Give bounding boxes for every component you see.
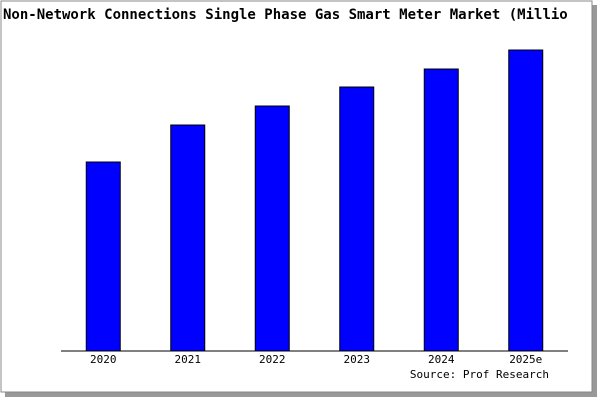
x-tick-label: 2021: [175, 353, 202, 366]
bar: [254, 105, 290, 352]
bar: [85, 161, 121, 352]
bar: [423, 68, 459, 352]
bar: [339, 86, 375, 352]
x-tick-label: 2022: [259, 353, 286, 366]
x-tick-label: 2024: [428, 353, 455, 366]
bar: [508, 49, 544, 352]
x-tick-label: 2023: [344, 353, 371, 366]
source: Source: Prof Research: [410, 368, 549, 381]
chart-title: Non-Network Connections Single Phase Gas…: [3, 7, 568, 23]
bar: [170, 124, 206, 352]
x-tick-label: 2025e: [509, 353, 542, 366]
x-tick-label: 2020: [90, 353, 117, 366]
title-group: Non-Network Connections Single Phase Gas…: [3, 7, 568, 23]
